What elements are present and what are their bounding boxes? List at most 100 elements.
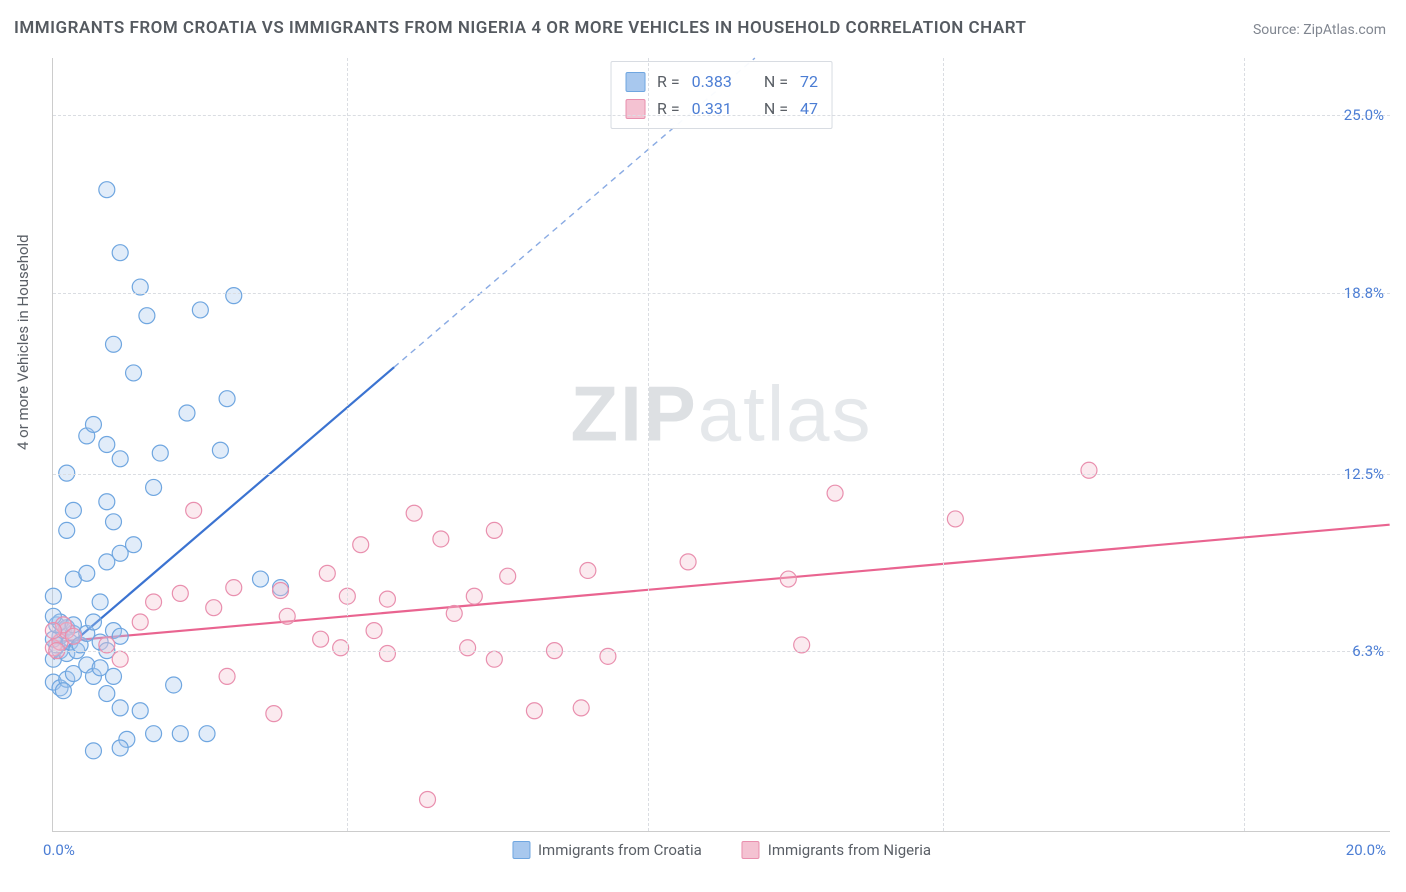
data-point-croatia (212, 442, 228, 458)
data-point-nigeria (45, 623, 61, 639)
data-point-nigeria (353, 537, 369, 553)
chart-title: IMMIGRANTS FROM CROATIA VS IMMIGRANTS FR… (14, 18, 1026, 38)
data-point-croatia (99, 686, 115, 702)
data-point-nigeria (486, 522, 502, 538)
data-point-croatia (85, 614, 101, 630)
gridline-horizontal (53, 293, 1390, 294)
data-point-nigeria (406, 505, 422, 521)
data-point-nigeria (827, 485, 843, 501)
data-point-nigeria (680, 554, 696, 570)
y-axis-label: 4 or more Vehicles in Household (14, 234, 32, 450)
data-point-nigeria (112, 651, 128, 667)
data-point-croatia (252, 571, 268, 587)
data-point-croatia (99, 494, 115, 510)
data-point-nigeria (279, 608, 295, 624)
data-point-nigeria (573, 700, 589, 716)
stat-r-label: R = (657, 95, 680, 122)
data-point-croatia (146, 726, 162, 742)
data-point-croatia (92, 594, 108, 610)
data-point-croatia (99, 182, 115, 198)
data-point-nigeria (466, 588, 482, 604)
gridline-horizontal (53, 651, 1390, 652)
gridline-vertical (1244, 58, 1245, 831)
data-point-nigeria (446, 605, 462, 621)
y-tick-label: 18.8% (1344, 284, 1384, 302)
data-point-nigeria (420, 792, 436, 808)
data-point-croatia (146, 479, 162, 495)
data-point-croatia (106, 514, 122, 530)
data-point-croatia (166, 677, 182, 693)
data-point-nigeria (319, 565, 335, 581)
data-point-croatia (179, 405, 195, 421)
legend-swatch-icon (512, 841, 530, 859)
data-point-nigeria (433, 531, 449, 547)
data-point-nigeria (486, 651, 502, 667)
plot-svg (53, 58, 1390, 831)
gridline-vertical (347, 58, 348, 831)
data-point-nigeria (460, 640, 476, 656)
stat-r-value: 0.383 (692, 68, 732, 95)
trend-line-croatia (53, 367, 394, 659)
data-point-croatia (55, 683, 71, 699)
legend-swatch-icon (742, 841, 760, 859)
data-point-croatia (106, 668, 122, 684)
data-point-croatia (112, 700, 128, 716)
data-point-nigeria (366, 623, 382, 639)
data-point-nigeria (65, 628, 81, 644)
data-point-croatia (65, 502, 81, 518)
gridline-horizontal (53, 474, 1390, 475)
data-point-croatia (85, 416, 101, 432)
stats-box: R =0.383N =72R =0.331N =47 (610, 61, 833, 129)
x-axis-max: 20.0% (1346, 841, 1386, 859)
data-point-croatia (79, 565, 95, 581)
data-point-croatia (126, 537, 142, 553)
data-point-nigeria (219, 668, 235, 684)
stat-n-label: N = (764, 68, 788, 95)
data-point-nigeria (186, 502, 202, 518)
legend-item-nigeria: Immigrants from Nigeria (742, 841, 931, 859)
data-point-croatia (112, 451, 128, 467)
data-point-croatia (199, 726, 215, 742)
data-point-croatia (112, 740, 128, 756)
stat-r-label: R = (657, 68, 680, 95)
data-point-nigeria (379, 591, 395, 607)
stat-n-label: N = (764, 95, 788, 122)
stats-row-nigeria: R =0.331N =47 (625, 95, 818, 122)
stats-swatch-icon (625, 72, 645, 92)
data-point-croatia (126, 365, 142, 381)
data-point-croatia (45, 588, 61, 604)
data-point-croatia (99, 437, 115, 453)
gridline-horizontal (53, 115, 1390, 116)
stat-n-value: 72 (800, 68, 818, 95)
data-point-croatia (132, 703, 148, 719)
data-point-nigeria (172, 585, 188, 601)
data-point-nigeria (313, 631, 329, 647)
data-point-nigeria (526, 703, 542, 719)
data-point-croatia (85, 743, 101, 759)
data-point-croatia (106, 336, 122, 352)
gridline-vertical (648, 58, 649, 831)
source-label: Source: ZipAtlas.com (1253, 22, 1386, 38)
legend-label: Immigrants from Croatia (538, 841, 702, 859)
data-point-nigeria (146, 594, 162, 610)
y-tick-label: 6.3% (1352, 642, 1384, 660)
data-point-nigeria (500, 568, 516, 584)
data-point-croatia (219, 391, 235, 407)
data-point-nigeria (947, 511, 963, 527)
data-point-croatia (112, 245, 128, 261)
data-point-nigeria (580, 562, 596, 578)
data-point-nigeria (273, 583, 289, 599)
data-point-nigeria (226, 580, 242, 596)
data-point-croatia (172, 726, 188, 742)
data-point-nigeria (333, 640, 349, 656)
data-point-nigeria (206, 600, 222, 616)
stat-r-value: 0.331 (692, 95, 732, 122)
legend-bottom: Immigrants from Croatia Immigrants from N… (512, 841, 931, 859)
stats-row-croatia: R = 0.383 N = 72 (625, 68, 818, 95)
data-point-croatia (226, 288, 242, 304)
y-tick-label: 25.0% (1344, 106, 1384, 124)
data-point-nigeria (132, 614, 148, 630)
chart-area: ZIPatlas R =0.383N =72R =0.331N =47 0.0%… (52, 58, 1390, 832)
data-point-croatia (59, 522, 75, 538)
data-point-croatia (192, 302, 208, 318)
